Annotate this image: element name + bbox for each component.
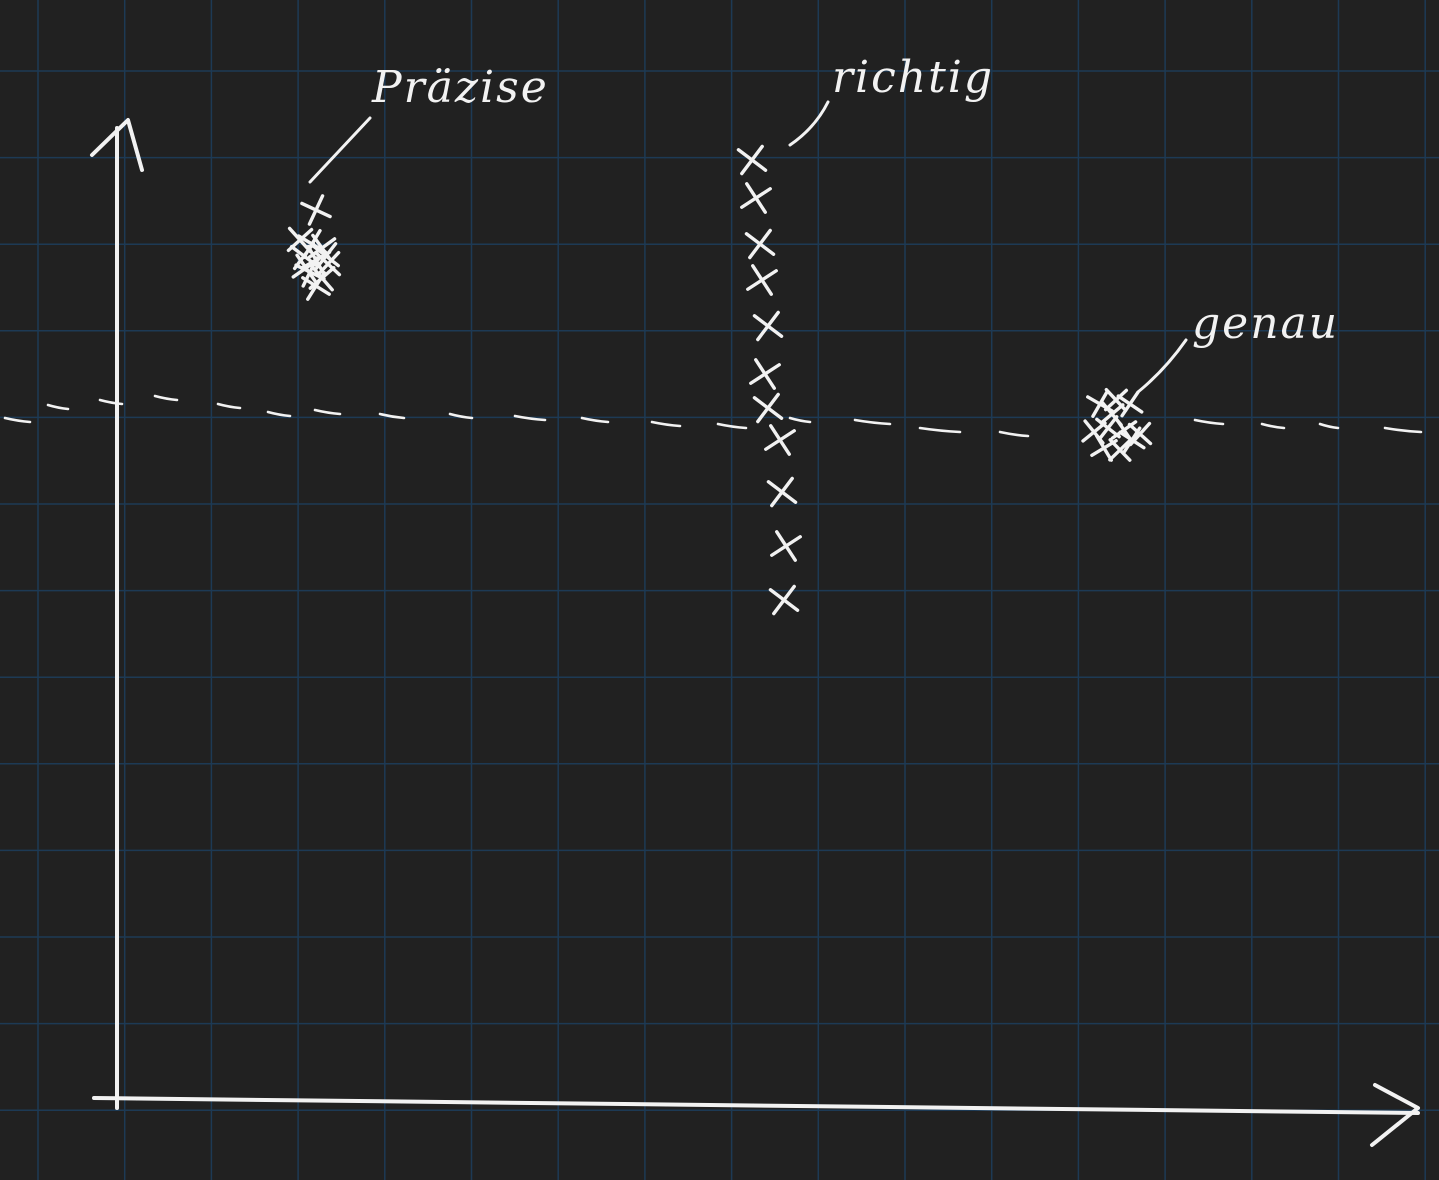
x-mark xyxy=(744,228,776,260)
reference-dash xyxy=(448,412,474,420)
x-mark xyxy=(1086,390,1114,418)
reference-dash xyxy=(46,403,70,411)
reference-dash xyxy=(580,416,610,424)
reference-dash xyxy=(716,422,748,430)
reference-dash xyxy=(918,426,962,434)
x-mark xyxy=(749,358,781,390)
x-mark xyxy=(312,242,340,270)
x-mark xyxy=(300,194,332,226)
x-mark xyxy=(1118,426,1146,454)
leader-line-praezise xyxy=(308,116,372,184)
x-mark xyxy=(1108,438,1132,462)
x-mark xyxy=(766,476,798,508)
reference-dash xyxy=(153,394,179,402)
x-mark xyxy=(1116,390,1144,418)
reference-dash xyxy=(313,408,342,416)
x-mark xyxy=(770,530,802,562)
reference-dash xyxy=(788,416,812,424)
dashed-reference-line xyxy=(3,394,1423,438)
reference-dash xyxy=(1193,418,1225,426)
reference-dash xyxy=(1383,426,1423,434)
x-mark xyxy=(764,424,796,456)
leader-line-richtig xyxy=(788,100,830,147)
x-mark xyxy=(301,271,331,301)
x-mark xyxy=(752,310,784,342)
reference-dash xyxy=(513,414,547,422)
x-mark xyxy=(768,584,800,616)
x-mark xyxy=(746,264,778,296)
reference-dash xyxy=(378,412,406,420)
reference-dash xyxy=(650,420,682,428)
label-richtig: richtig xyxy=(832,52,994,103)
marks-cluster-richtig xyxy=(736,144,802,616)
x-mark xyxy=(752,392,784,424)
reference-dash xyxy=(98,398,124,406)
y-axis xyxy=(90,118,144,1110)
x-mark xyxy=(1099,401,1125,427)
label-praezise: Präzise xyxy=(371,62,549,113)
marks-cluster-praezise xyxy=(286,194,342,301)
x-mark xyxy=(291,253,321,283)
reference-dash xyxy=(216,402,242,410)
x-mark xyxy=(314,250,342,278)
reference-dash xyxy=(998,430,1030,438)
reference-dash xyxy=(266,410,292,418)
reference-dash xyxy=(3,416,32,424)
x-mark xyxy=(740,182,772,214)
leader-line-genau xyxy=(1136,338,1188,394)
x-axis xyxy=(92,1083,1420,1147)
reference-dash xyxy=(853,418,892,426)
reference-dash xyxy=(1260,422,1286,430)
marks-cluster-genau xyxy=(1081,387,1153,462)
x-mark xyxy=(736,144,768,176)
reference-dash xyxy=(1318,422,1340,430)
label-genau: genau xyxy=(1192,298,1339,349)
